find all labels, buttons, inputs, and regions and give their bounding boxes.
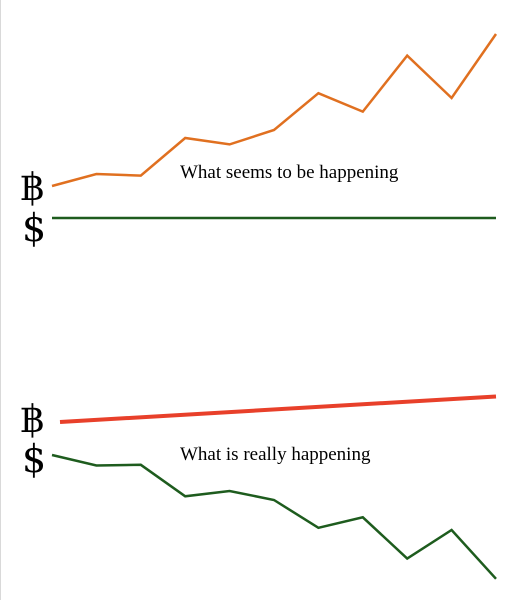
chart-bottom: ฿ $ What is really happening xyxy=(20,394,497,580)
label-dollar-bottom: $ xyxy=(22,437,46,481)
series-line-bitcoin-top xyxy=(51,33,498,188)
series-line-dollar-bottom xyxy=(51,453,497,580)
label-bitcoin-bottom: ฿ xyxy=(20,397,44,441)
left-border xyxy=(0,0,1,600)
chart-top: ฿ $ What seems to be happening xyxy=(20,33,498,250)
series-line-bitcoin-bottom xyxy=(59,394,497,424)
label-bitcoin-top: ฿ xyxy=(20,165,44,209)
label-dollar-top: $ xyxy=(22,206,46,250)
annotation-top: What seems to be happening xyxy=(180,162,399,183)
annotation-bottom: What is really happening xyxy=(180,444,371,465)
